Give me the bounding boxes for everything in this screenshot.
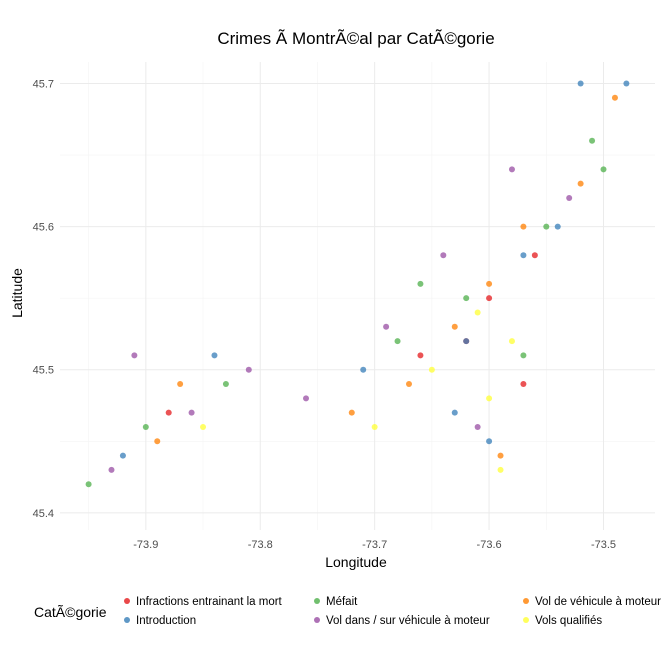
data-point (165, 409, 172, 416)
data-point (463, 338, 470, 345)
y-tick-label: 45.4 (33, 508, 54, 520)
y-axis-title: Latitude (9, 268, 25, 318)
data-point (520, 223, 527, 230)
data-point (188, 409, 195, 416)
data-point (566, 194, 573, 201)
axis-ticks: -73.9 -73.8 -73.7 -73.6 -73.5 45.4 45.5 45.6 45.… (33, 78, 616, 551)
legend-key (314, 617, 320, 623)
legend-key (124, 617, 130, 623)
legend-label: Vol dans / sur véhicule à moteur (326, 615, 490, 627)
x-tick-label: -73.5 (591, 539, 616, 551)
data-point (463, 295, 470, 302)
data-point (554, 223, 561, 230)
data-point (497, 466, 504, 473)
data-point (222, 381, 229, 388)
data-point (154, 438, 161, 445)
data-point (497, 452, 504, 459)
data-point (383, 323, 390, 330)
data-point (440, 252, 447, 259)
data-point (245, 366, 252, 373)
data-point (405, 381, 412, 388)
y-tick-label: 45.5 (33, 365, 54, 377)
data-point (108, 466, 115, 473)
data-point (417, 280, 424, 287)
data-point (451, 409, 458, 416)
data-point (474, 309, 481, 316)
data-point (486, 395, 493, 402)
data-point (508, 166, 515, 173)
data-point (394, 338, 401, 345)
data-point (520, 381, 527, 388)
plot-grid (60, 62, 655, 530)
data-point (177, 381, 184, 388)
data-point (371, 423, 378, 430)
legend-label: Infractions entrainant la mort (136, 596, 283, 608)
data-point (200, 423, 207, 430)
data-point (577, 180, 584, 187)
data-points (85, 80, 630, 488)
y-tick-label: 45.6 (33, 222, 54, 234)
data-point (600, 166, 607, 173)
data-point (486, 438, 493, 445)
chart-title: Crimes Ã MontrÃ©al par CatÃ©gorie (217, 29, 494, 48)
data-point (119, 452, 126, 459)
legend-title: CatÃ©gorie (34, 604, 107, 620)
data-point (611, 94, 618, 101)
x-tick-label: -73.7 (362, 539, 387, 551)
data-point (451, 323, 458, 330)
y-tick-label: 45.7 (33, 78, 54, 90)
data-point (531, 252, 538, 259)
legend-key (523, 598, 529, 604)
data-point (142, 423, 149, 430)
data-point (577, 80, 584, 87)
legend-label: Vols qualifiés (535, 615, 602, 627)
data-point (543, 223, 550, 230)
legend-label: Introduction (136, 615, 196, 627)
data-point (303, 395, 310, 402)
data-point (508, 338, 515, 345)
legend: CatÃ©gorie Infractions entrainant la mor… (34, 596, 661, 627)
data-point (623, 80, 630, 87)
x-tick-label: -73.9 (133, 539, 158, 551)
legend-key (314, 598, 320, 604)
data-point (428, 366, 435, 373)
legend-key (523, 617, 529, 623)
data-point (417, 352, 424, 359)
data-point (486, 295, 493, 302)
data-point (474, 423, 481, 430)
legend-label: Vol de véhicule à moteur (535, 596, 661, 608)
x-axis-title: Longitude (325, 554, 387, 570)
data-point (589, 137, 596, 144)
x-tick-label: -73.6 (477, 539, 502, 551)
data-point (520, 352, 527, 359)
data-point (360, 366, 367, 373)
data-point (211, 352, 218, 359)
legend-label: Méfait (326, 596, 358, 608)
legend-key (124, 598, 130, 604)
data-point (520, 252, 527, 259)
x-tick-label: -73.8 (248, 539, 273, 551)
data-point (348, 409, 355, 416)
data-point (486, 280, 493, 287)
data-point (85, 481, 92, 488)
data-point (131, 352, 138, 359)
